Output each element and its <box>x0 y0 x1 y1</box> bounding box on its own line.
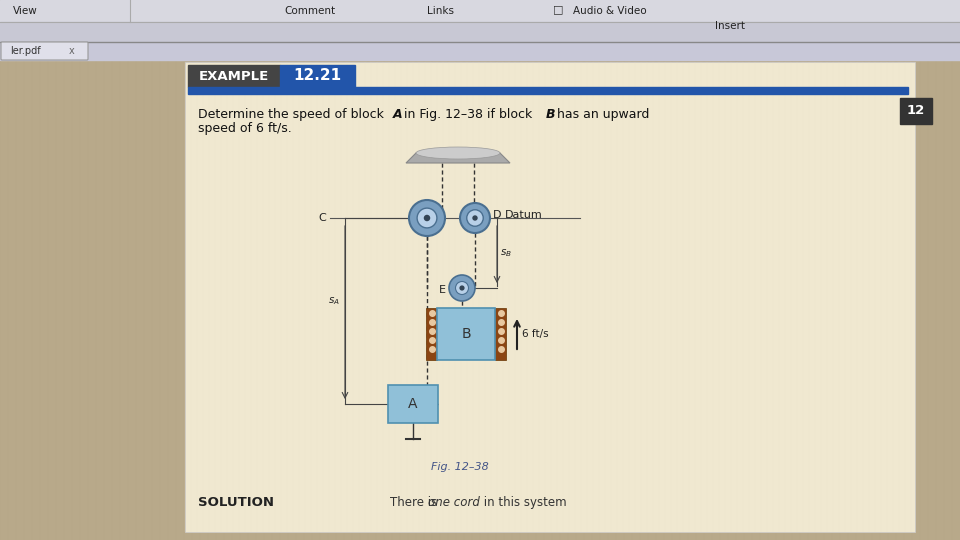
Ellipse shape <box>416 147 500 159</box>
Text: Comment: Comment <box>284 6 336 16</box>
Text: x: x <box>69 46 75 56</box>
Bar <box>0 0 960 22</box>
Text: Determine the speed of block: Determine the speed of block <box>198 108 388 121</box>
Text: SOLUTION: SOLUTION <box>198 496 274 509</box>
Bar <box>388 385 438 423</box>
Circle shape <box>455 281 468 294</box>
Bar <box>0 42 960 60</box>
Text: in Fig. 12–38 if block: in Fig. 12–38 if block <box>400 108 537 121</box>
Bar <box>900 98 932 124</box>
Text: ler.pdf: ler.pdf <box>10 46 40 56</box>
Text: 12.21: 12.21 <box>293 69 341 84</box>
Bar <box>426 308 437 360</box>
Circle shape <box>460 286 465 291</box>
Text: EXAMPLE: EXAMPLE <box>199 70 269 83</box>
Circle shape <box>423 215 430 221</box>
Text: Fig. 12–38: Fig. 12–38 <box>431 462 489 472</box>
Text: speed of 6 ft/s.: speed of 6 ft/s. <box>198 122 292 135</box>
Text: Datum: Datum <box>505 210 542 220</box>
Bar <box>495 308 506 360</box>
Text: B: B <box>461 327 470 341</box>
Text: Insert: Insert <box>715 21 745 31</box>
Text: D: D <box>493 210 501 220</box>
Text: Audio & Video: Audio & Video <box>573 6 647 16</box>
Text: $s_B$: $s_B$ <box>500 247 512 259</box>
Bar <box>437 308 495 360</box>
Bar <box>0 22 960 42</box>
FancyBboxPatch shape <box>1 42 88 60</box>
Polygon shape <box>406 153 510 163</box>
Text: 12: 12 <box>907 105 925 118</box>
Circle shape <box>460 203 490 233</box>
Bar <box>188 65 280 87</box>
Text: □: □ <box>553 4 564 14</box>
Text: $s_A$: $s_A$ <box>328 295 340 307</box>
Text: View: View <box>12 6 37 16</box>
Text: Links: Links <box>426 6 453 16</box>
Text: B: B <box>546 108 556 121</box>
Text: has an upward: has an upward <box>553 108 649 121</box>
Bar <box>188 87 908 94</box>
Text: C: C <box>319 213 326 223</box>
Circle shape <box>449 275 475 301</box>
Text: A: A <box>408 397 418 411</box>
Bar <box>185 62 915 532</box>
Text: one cord: one cord <box>428 496 480 509</box>
Circle shape <box>472 215 478 221</box>
Text: A: A <box>393 108 402 121</box>
Text: 6 ft/s: 6 ft/s <box>522 329 548 339</box>
Text: in this system: in this system <box>480 496 566 509</box>
Circle shape <box>417 208 437 228</box>
Text: E: E <box>439 285 446 295</box>
Circle shape <box>409 200 445 236</box>
Circle shape <box>467 210 483 226</box>
Bar <box>280 65 355 87</box>
Text: There is: There is <box>390 496 441 509</box>
